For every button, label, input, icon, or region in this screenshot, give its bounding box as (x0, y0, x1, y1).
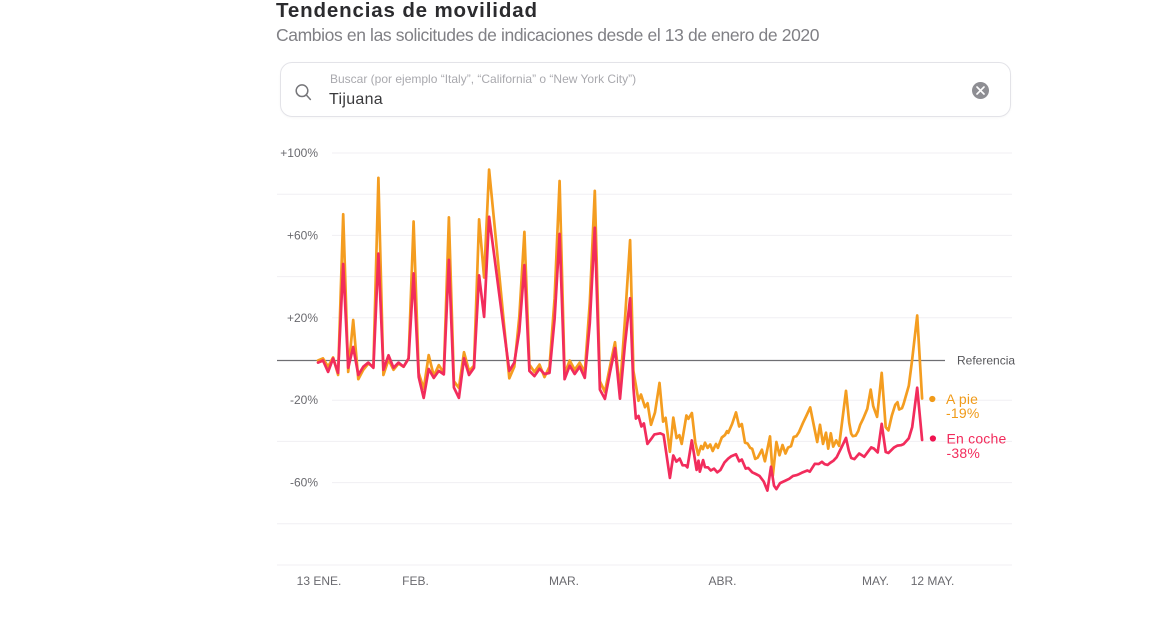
svg-text:+20%: +20% (287, 311, 318, 325)
svg-text:ABR.: ABR. (708, 574, 736, 588)
svg-text:MAR.: MAR. (549, 574, 579, 588)
svg-text:-20%: -20% (290, 393, 318, 407)
svg-text:-19%: -19% (946, 405, 979, 421)
svg-text:MAY.: MAY. (862, 574, 889, 588)
svg-text:A pie: A pie (946, 391, 978, 407)
svg-text:-60%: -60% (290, 476, 318, 490)
svg-text:Referencia: Referencia (957, 354, 1015, 368)
svg-text:+100%: +100% (280, 146, 318, 160)
svg-text:+60%: +60% (287, 228, 318, 242)
svg-text:12 MAY.: 12 MAY. (911, 574, 955, 588)
svg-text:FEB.: FEB. (402, 574, 429, 588)
svg-text:13 ENE.: 13 ENE. (297, 574, 342, 588)
svg-text:En coche: En coche (947, 431, 1007, 447)
svg-text:-38%: -38% (947, 445, 980, 461)
